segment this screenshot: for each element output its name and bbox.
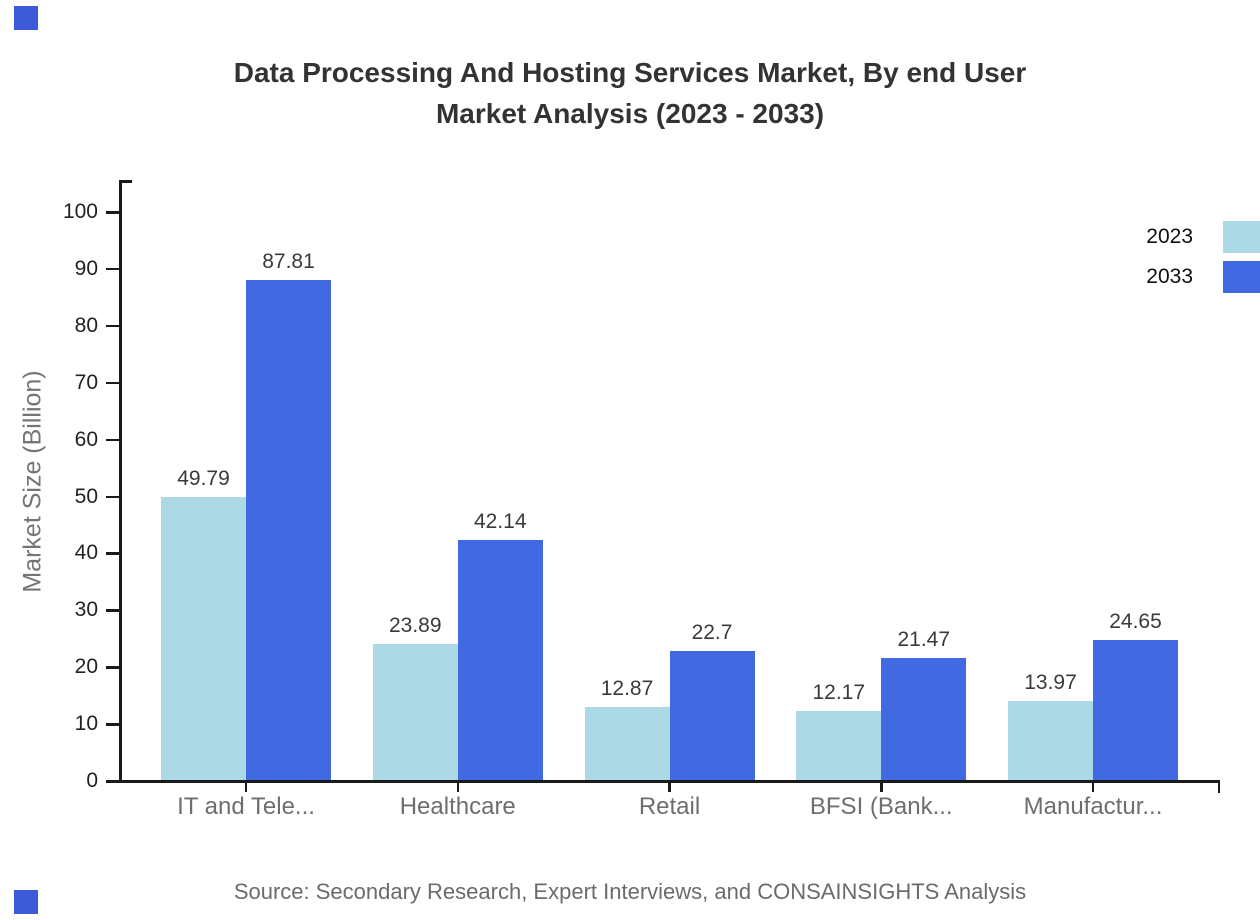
bar-2023 — [796, 710, 882, 780]
y-axis-top-cap — [119, 180, 132, 183]
y-tick — [106, 609, 119, 612]
x-axis-end-cap — [1217, 780, 1220, 793]
bar-2023 — [161, 496, 246, 780]
value-label-2033: 22.7 — [691, 620, 733, 644]
value-label-2023: 13.97 — [1024, 670, 1077, 694]
legend-item-2033: 2033 — [1146, 261, 1260, 293]
y-tick — [106, 211, 119, 214]
y-tick-label: 50 — [74, 484, 98, 508]
y-tick — [106, 381, 119, 385]
legend-label-2023: 2023 — [1146, 225, 1193, 248]
y-tick-label: 10 — [74, 712, 98, 736]
x-tick — [668, 780, 671, 792]
chart-title-line2: Market Analysis (2023 - 2033) — [435, 98, 825, 129]
category-label: BFSI (Bank... — [809, 793, 953, 820]
x-tick — [244, 780, 248, 792]
y-axis-line — [119, 180, 122, 783]
chart-title: Data Processing And Hosting Services Mar… — [0, 52, 1260, 134]
value-label-2033: 24.65 — [1109, 609, 1162, 633]
value-label-2023: 49.79 — [177, 466, 230, 490]
bar-2023 — [372, 644, 458, 780]
value-label-2033: 42.14 — [473, 510, 527, 534]
bar-2023 — [584, 706, 670, 780]
category-label: Healthcare — [399, 793, 516, 820]
legend: 2023 2033 — [1146, 221, 1260, 301]
bar-2033 — [669, 650, 755, 780]
y-tick — [106, 495, 119, 498]
value-label-2023: 23.89 — [388, 614, 442, 638]
y-tick-label: 60 — [74, 427, 98, 451]
y-tick-label: 20 — [74, 655, 98, 679]
y-tick-label: 0 — [86, 769, 98, 792]
y-tick-label: 70 — [74, 370, 98, 394]
y-tick-label: 40 — [74, 541, 98, 565]
chart-title-line1: Data Processing And Hosting Services Mar… — [233, 57, 1027, 88]
source-note: Source: Secondary Research, Expert Inter… — [233, 879, 1027, 904]
y-tick — [106, 780, 119, 783]
category-label: Retail — [638, 793, 701, 820]
value-label-2023: 12.17 — [812, 680, 866, 704]
bar-2023 — [1008, 700, 1093, 780]
brand-mark-top-left — [14, 6, 38, 30]
y-tick — [106, 438, 119, 442]
y-tick-label: 90 — [74, 256, 98, 280]
y-tick — [106, 552, 119, 555]
bar-2033 — [1093, 639, 1178, 780]
category-label: IT and Tele... — [177, 793, 315, 820]
y-tick — [106, 267, 119, 271]
brand-mark-bottom-left — [14, 890, 38, 914]
legend-swatch-2023-icon — [1223, 221, 1260, 253]
x-tick — [1091, 780, 1095, 792]
value-label-2033: 21.47 — [897, 627, 951, 651]
value-label-2023: 12.87 — [600, 676, 654, 700]
legend-swatch-2033-icon — [1223, 261, 1260, 293]
x-tick — [456, 780, 459, 792]
bar-2033 — [246, 280, 331, 780]
y-tick — [106, 723, 119, 726]
category-label: Manufactur... — [1023, 793, 1163, 820]
x-tick — [880, 780, 883, 792]
legend-label-2033: 2033 — [1146, 265, 1193, 288]
y-tick-label: 100 — [62, 200, 98, 223]
y-tick — [106, 324, 119, 328]
y-tick-label: 30 — [74, 598, 98, 622]
y-tick — [106, 666, 119, 669]
legend-item-2023: 2023 — [1146, 221, 1260, 253]
bar-2033 — [457, 540, 543, 780]
bar-2033 — [881, 657, 967, 780]
y-tick-label: 80 — [74, 313, 98, 337]
value-label-2033: 87.81 — [262, 250, 315, 274]
